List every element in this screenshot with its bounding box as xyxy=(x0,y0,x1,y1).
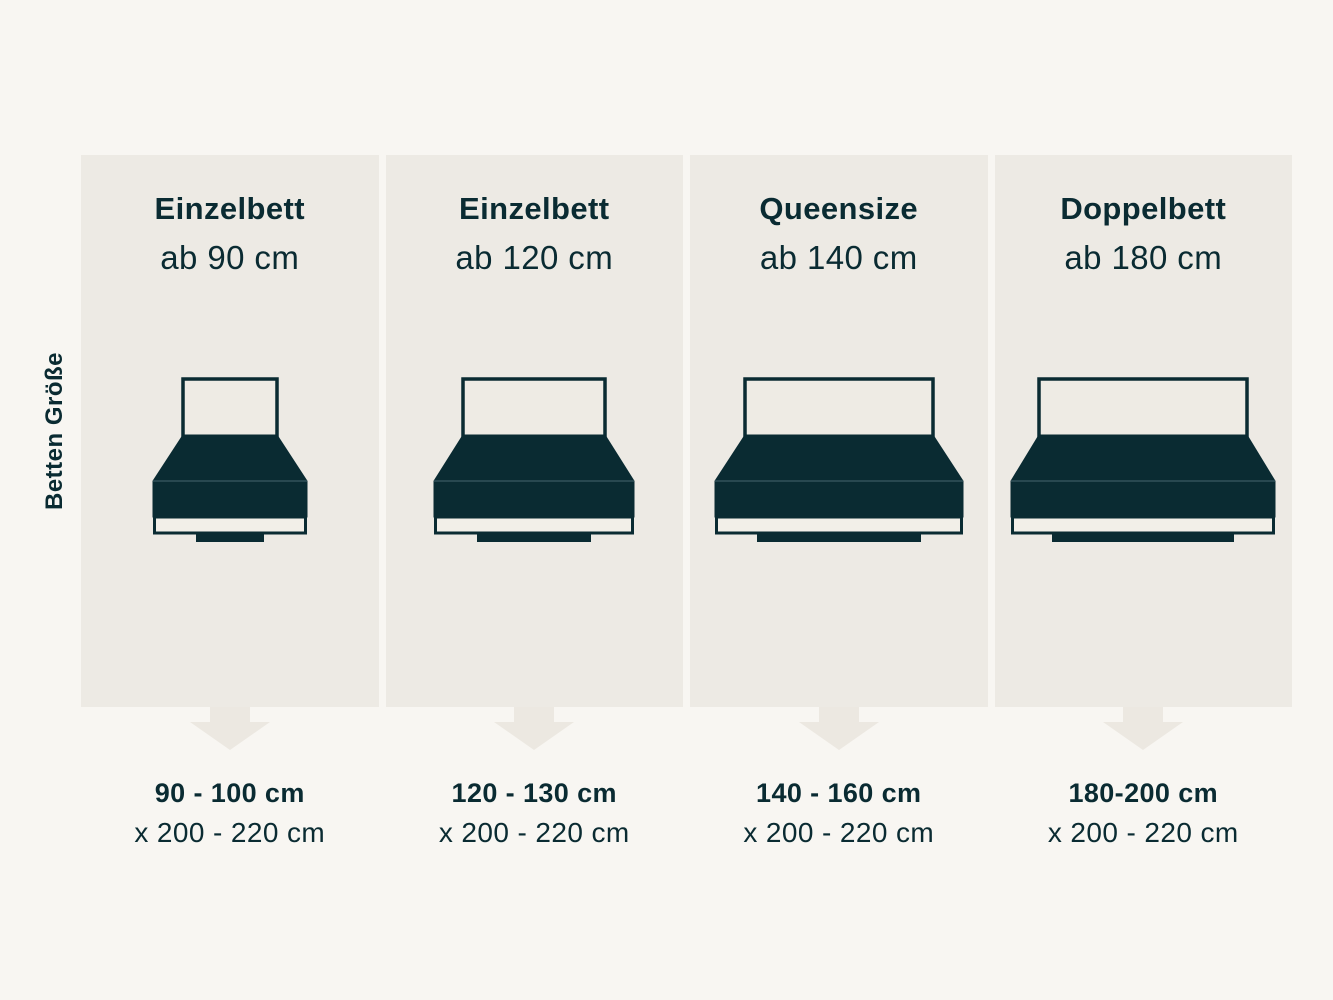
arrow-head xyxy=(798,722,879,750)
size-label: 180-200 cm x 200 - 220 cm xyxy=(995,778,1293,849)
down-arrow-icon xyxy=(798,707,879,750)
size-column-doppelbett-180: Doppelbett ab 180 cm xyxy=(994,155,1292,750)
size-label: 140 - 160 cm x 200 - 220 cm xyxy=(690,778,988,849)
size-column-einzelbett-120: Einzelbett ab 120 cm xyxy=(385,155,683,750)
column-subtitle: ab 90 cm xyxy=(160,239,300,276)
down-arrow-icon xyxy=(189,707,270,750)
bed-front-view-icon xyxy=(714,377,964,542)
arrow-head xyxy=(494,722,575,750)
column-subtitle: ab 120 cm xyxy=(455,239,614,276)
size-labels-row: 90 - 100 cm x 200 - 220 cm 120 - 130 cm … xyxy=(81,778,1292,849)
arrow-stem xyxy=(1123,707,1164,722)
width-range: 90 - 100 cm xyxy=(154,778,305,808)
arrow-stem xyxy=(514,707,555,722)
side-label: Betten Größe xyxy=(41,351,68,511)
arrow-head xyxy=(189,722,270,750)
column-subtitle: ab 180 cm xyxy=(1064,239,1223,276)
bed-front-view-icon xyxy=(152,377,308,542)
arrow-stem xyxy=(818,707,859,722)
width-range: 140 - 160 cm xyxy=(756,778,922,808)
arrow-head xyxy=(1103,722,1184,750)
width-range: 120 - 130 cm xyxy=(451,778,617,808)
arrow-stem xyxy=(209,707,250,722)
column-title: Einzelbett xyxy=(154,191,305,226)
size-label: 90 - 100 cm x 200 - 220 cm xyxy=(81,778,379,849)
bed-front-view-icon xyxy=(1010,377,1276,542)
column-title: Doppelbett xyxy=(1060,191,1227,226)
down-arrow-icon xyxy=(494,707,575,750)
column-title: Queensize xyxy=(759,191,919,226)
size-column-einzelbett-90: Einzelbett ab 90 cm xyxy=(81,155,379,750)
column-title: Einzelbett xyxy=(459,191,610,226)
length-range: x 200 - 220 cm xyxy=(438,817,630,848)
size-label: 120 - 130 cm x 200 - 220 cm xyxy=(386,778,684,849)
down-arrow-icon xyxy=(1103,707,1184,750)
size-column-queensize-140: Queensize ab 140 cm xyxy=(690,155,988,750)
bed-front-view-icon xyxy=(433,377,635,542)
length-range: x 200 - 220 cm xyxy=(134,817,326,848)
length-range: x 200 - 220 cm xyxy=(743,817,935,848)
size-columns: Einzelbett ab 90 cm Einzelbett ab 120 cm xyxy=(81,155,1292,750)
column-subtitle: ab 140 cm xyxy=(759,239,918,276)
width-range: 180-200 cm xyxy=(1068,778,1219,808)
length-range: x 200 - 220 cm xyxy=(1047,817,1239,848)
